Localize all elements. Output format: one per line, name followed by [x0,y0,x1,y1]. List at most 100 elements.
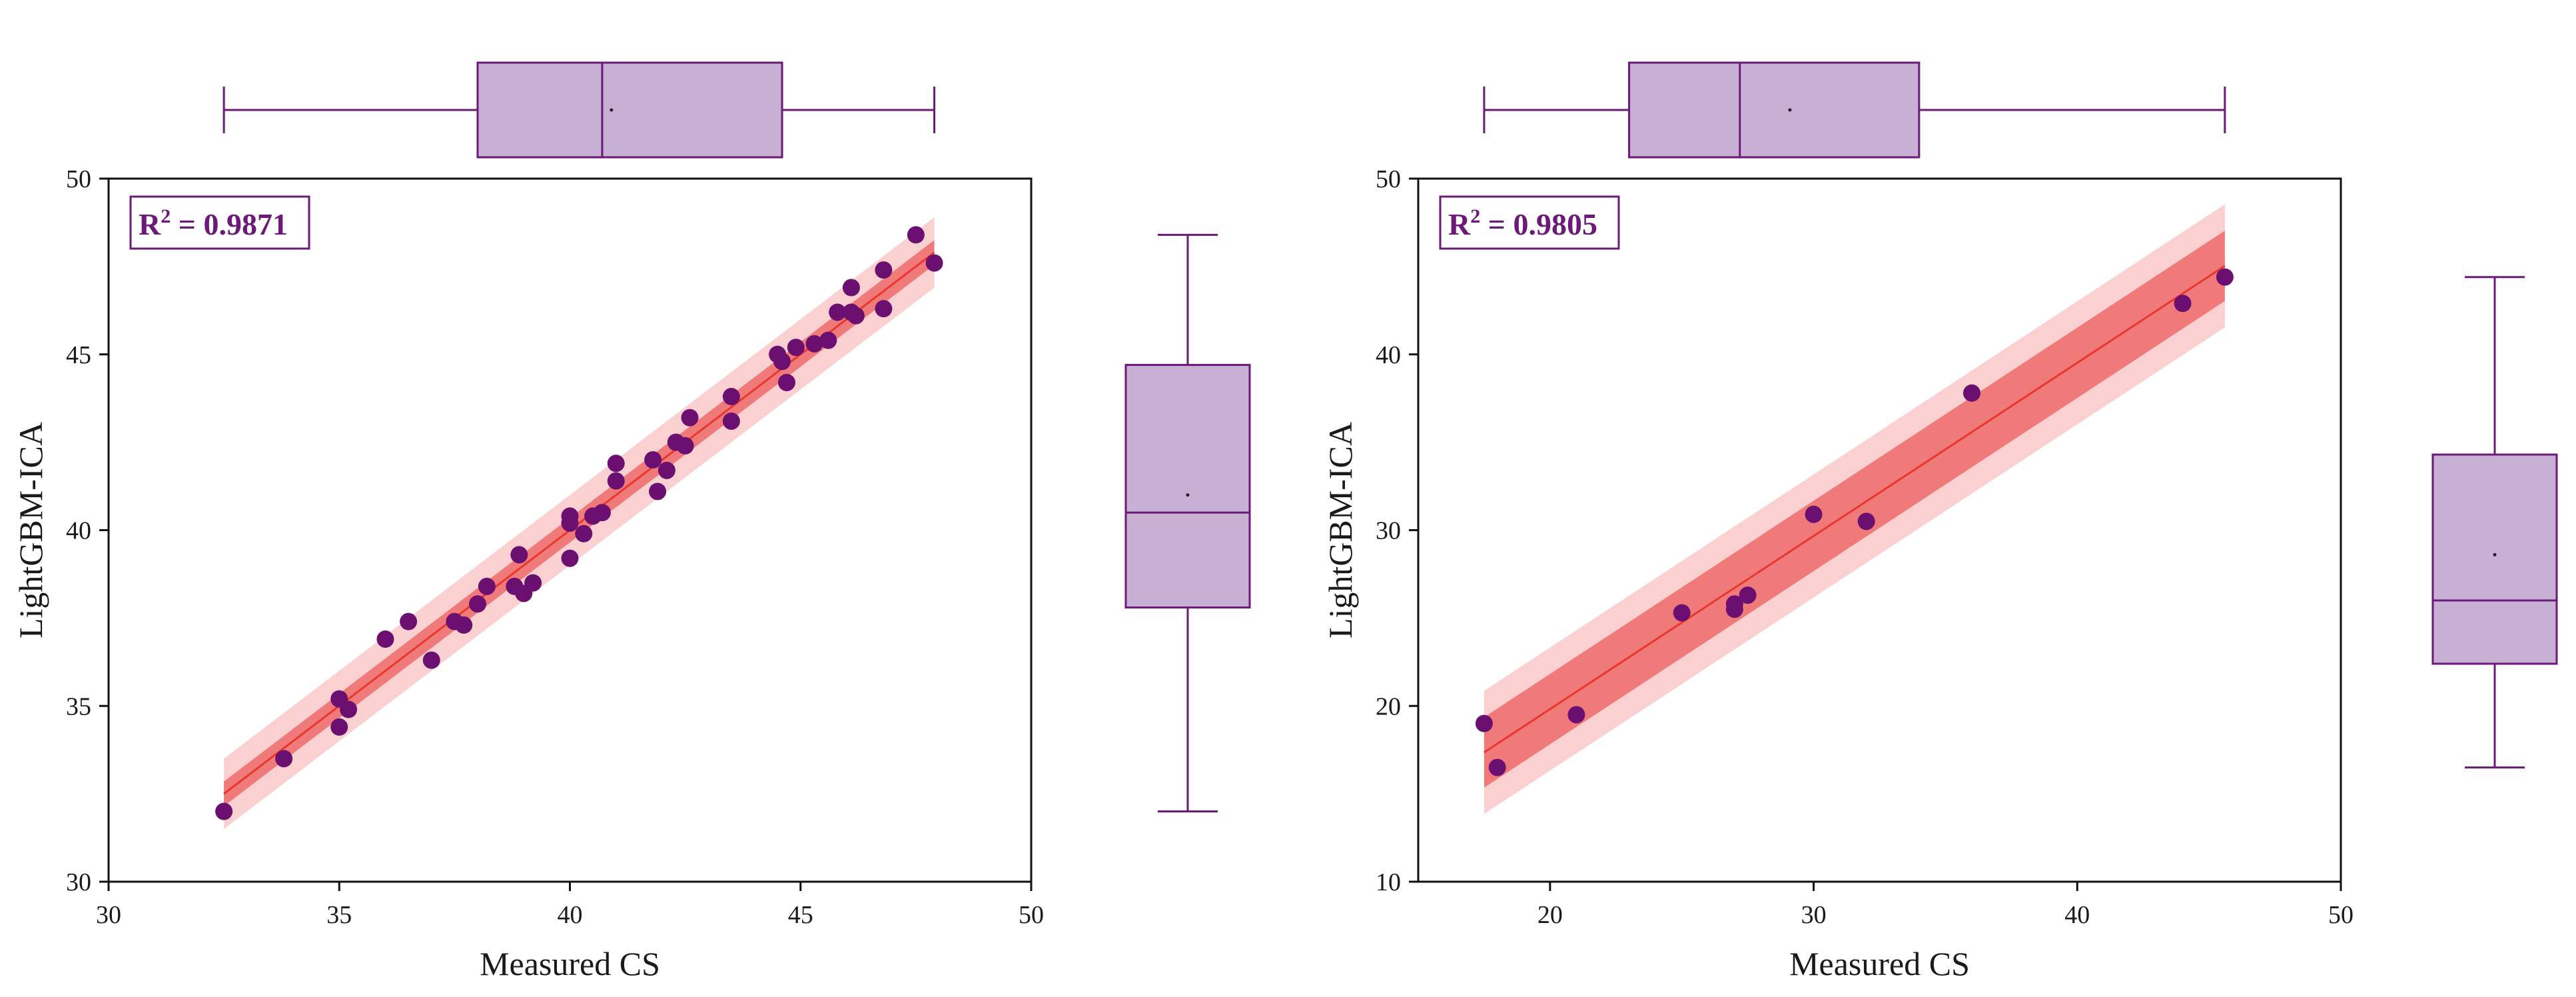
data-point [676,437,694,455]
data-point [847,307,865,325]
y-box-iqr [2431,453,2558,665]
data-point [2174,295,2192,313]
y-tick-label: 50 [1376,165,1401,193]
r2-annotation: R2 = 0.9871 [129,195,310,250]
r2-box [129,195,310,250]
y-axis-label: LightGBM-ICA [1322,422,1359,638]
data-point [422,651,440,669]
data-point [657,461,675,479]
x-axis-label: Measured CS [480,945,660,982]
chart-panel-right: 20 30 40 50 10 20 30 40 50 R2 = 0.9805 Measured… [1322,61,2558,982]
data-point [607,455,625,473]
x-tick-label: 35 [326,901,352,929]
x-tick-label: 45 [788,901,813,929]
y-distribution-boxplot [1124,233,1251,812]
x-distribution-boxplot [222,61,936,159]
y-box-mean [1186,493,1190,497]
y-tick-label: 30 [66,868,91,896]
y-tick-label: 20 [1376,692,1401,720]
data-point [925,254,943,272]
data-point [875,300,893,318]
x-tick-label: 50 [2328,901,2354,929]
r2-box [1439,195,1620,250]
r2-letter: R [139,207,161,241]
data-point [593,504,611,522]
x-tick-label: 40 [558,901,583,929]
data-point [275,750,293,768]
data-point [376,630,394,648]
y-tick-label: 30 [1376,517,1401,545]
x-axis-ticks: 30 35 40 45 50 [96,882,1044,929]
data-point [722,388,740,406]
data-point [1963,384,1980,402]
data-points [1475,268,2234,776]
r2-label: R2 = 0.9805 [1448,205,1597,241]
x-axis-label: Measured CS [1789,945,1970,982]
x-box-mean [1788,108,1792,112]
data-point [1739,586,1757,604]
x-tick-label: 30 [1801,901,1827,929]
x-tick-label: 20 [1537,901,1563,929]
x-box-iqr [476,61,783,159]
x-tick-label: 40 [2064,901,2090,929]
x-distribution-boxplot [1483,61,2226,159]
data-point [681,409,699,427]
data-point [469,595,486,613]
y-tick-label: 40 [66,517,91,545]
y-tick-label: 40 [1376,341,1401,369]
y-box-mean [2493,552,2497,556]
y-axis-label: LightGBM-ICA [12,422,49,638]
data-point [561,549,579,567]
data-point [1725,595,1743,613]
data-point [907,226,925,244]
data-point [819,331,837,349]
data-point [524,574,542,592]
data-point [875,261,893,279]
data-point [842,279,860,297]
y-axis-ticks: 30 35 40 45 50 [66,165,109,896]
fit-line [1484,265,2226,754]
y-tick-label: 45 [66,341,91,369]
x-axis-ticks: 20 30 40 50 [1537,882,2354,929]
data-point [2216,268,2234,286]
data-point [330,718,348,736]
data-point [787,339,805,357]
data-point [607,472,625,490]
data-point [575,524,593,542]
data-point [215,802,233,820]
data-point [1805,505,1823,523]
data-point [773,353,791,371]
r2-letter: R [1448,207,1471,241]
chart-panel-left: 30 35 40 45 50 30 35 40 45 50 R2 = 0.9871 Measur… [12,61,1251,982]
data-point [644,451,662,469]
data-point [1475,714,1493,732]
data-point [1488,758,1506,776]
r2-value: = 0.9871 [171,207,288,241]
scatter-plot-area: 20 30 40 50 10 20 30 40 50 R2 = 0.9805 Measured… [1322,165,2354,982]
data-point [805,335,823,353]
y-axis-ticks: 10 20 30 40 50 [1376,165,1418,896]
data-point [561,514,579,532]
r2-superscript: 2 [161,205,171,227]
x-tick-label: 50 [1019,901,1044,929]
y-box-iqr [1124,364,1251,609]
data-point [777,373,795,391]
y-tick-label: 35 [66,692,91,720]
x-box-iqr [1628,61,1921,159]
fit-line-group [1484,265,2226,754]
x-box-mean [610,108,614,112]
data-point [722,412,740,430]
data-point [1567,706,1585,724]
data-point [1857,512,1875,530]
r2-annotation: R2 = 0.9805 [1439,195,1620,250]
data-point [649,483,667,500]
r2-label: R2 = 0.9871 [139,205,288,241]
data-point [455,616,473,634]
r2-superscript: 2 [1470,205,1480,227]
x-tick-label: 30 [96,901,121,929]
data-point [510,546,528,564]
data-point [478,577,496,595]
data-point [1673,604,1691,622]
scatter-plot-area: 30 35 40 45 50 30 35 40 45 50 R2 = 0.9871 Measur… [12,165,1044,982]
